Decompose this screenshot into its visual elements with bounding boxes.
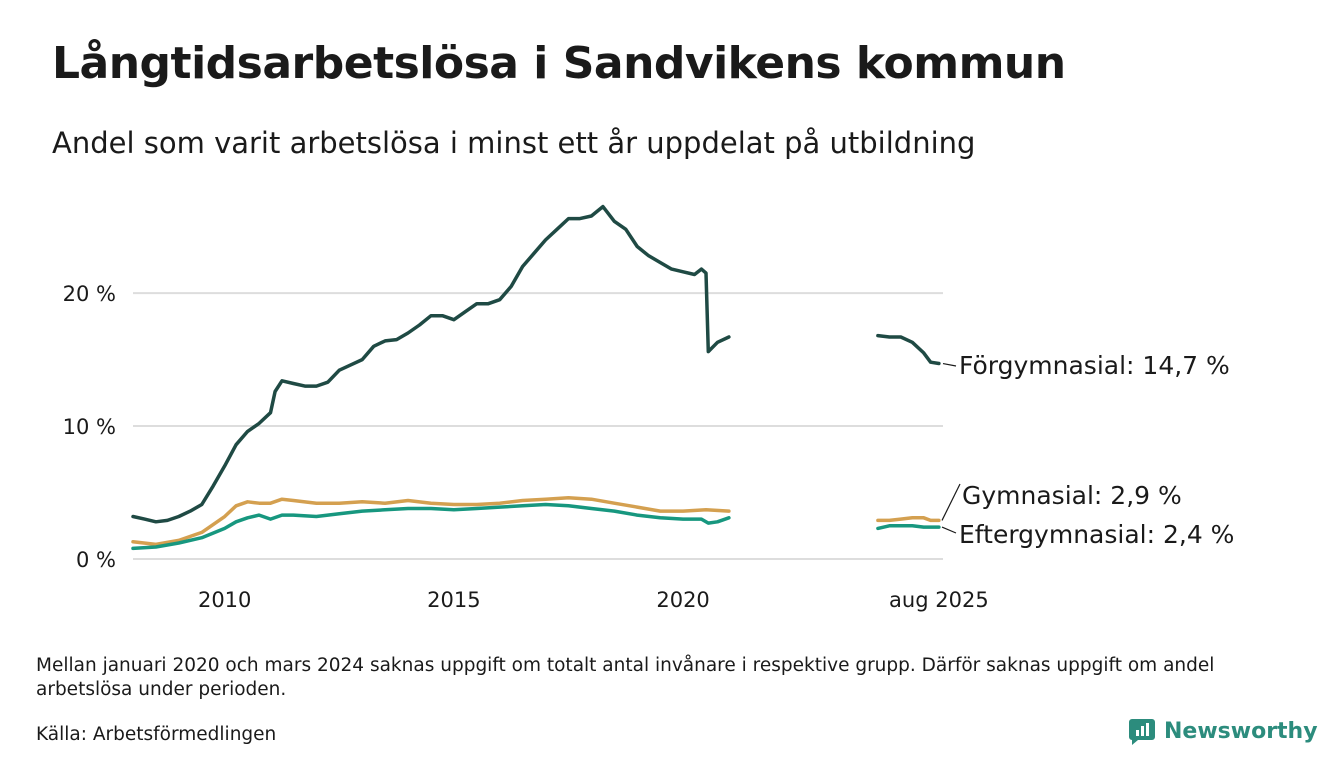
y-tick-label: 0 % (76, 548, 116, 572)
footnote: Mellan januari 2020 och mars 2024 saknas… (36, 655, 1215, 701)
end-label-leader (941, 483, 961, 521)
series-line-gymnasial (876, 516, 941, 523)
brand-name: Newsworthy (1164, 718, 1318, 744)
series-line-förgymnasial (131, 204, 731, 524)
newsworthy-logo: Newsworthy (1128, 717, 1318, 745)
end-label-förgymnasial: Förgymnasial: 14,7 % (959, 351, 1230, 380)
series-line-förgymnasial (876, 333, 941, 366)
series-line-eftergymnasial (131, 502, 731, 551)
line-chart: 0 % 10 % 20 % 2010 2015 2020 aug 2025 Förgymnas… (63, 204, 1234, 612)
x-tick-label: 2020 (656, 588, 709, 612)
series-line-eftergymnasial (876, 524, 941, 531)
y-tick-label: 10 % (63, 415, 116, 439)
x-tick-label: 2015 (427, 588, 480, 612)
series-line-gymnasial (131, 496, 731, 547)
x-tick-label: 2010 (198, 588, 251, 612)
chart-title: Långtidsarbetslösa i Sandvikens kommun (52, 38, 1066, 89)
end-label-eftergymnasial: Eftergymnasial: 2,4 % (959, 520, 1234, 549)
source-text: Källa: Arbetsförmedlingen (36, 724, 277, 745)
chart-bubble-icon (1129, 719, 1155, 745)
x-tick-label: aug 2025 (889, 588, 989, 612)
y-tick-label: 20 % (63, 282, 116, 306)
end-label-gymnasial: Gymnasial: 2,9 % (962, 481, 1182, 510)
end-label-leader (941, 526, 957, 534)
end-label-leader (942, 362, 957, 367)
chart-subtitle: Andel som varit arbetslösa i minst ett å… (52, 126, 976, 160)
